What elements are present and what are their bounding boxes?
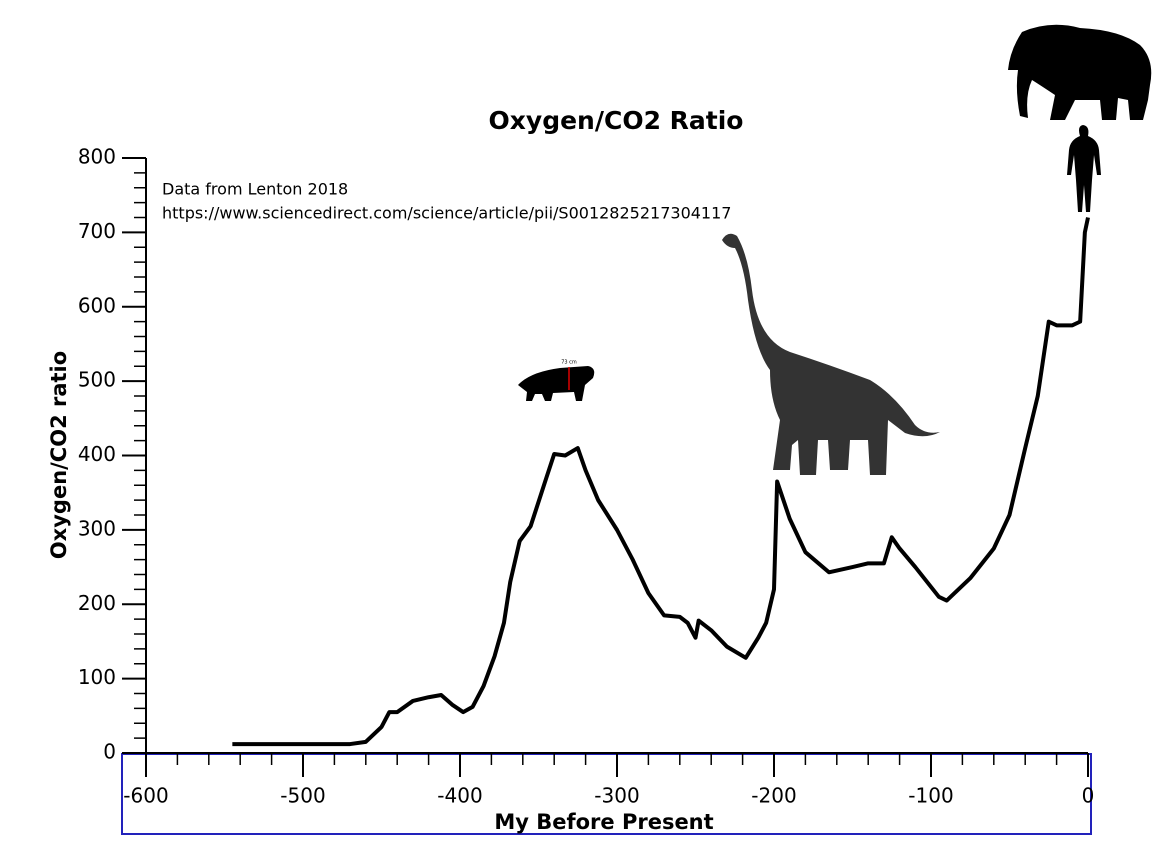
human-silhouette [1067,125,1101,212]
y-tick-label: 300 [78,516,116,540]
y-axis-label: Oxygen/CO2 ratio [47,351,71,559]
y-tick-label: 700 [78,219,116,243]
y-tick-label: 800 [78,145,116,169]
x-tick-label: -600 [123,784,168,808]
x-tick-label: 0 [1082,784,1095,808]
x-tick-label: -200 [751,784,796,808]
annotation: 73 cm [561,360,577,366]
y-tick-label: 600 [78,293,116,317]
annotation: Data from Lenton 2018 [162,180,348,199]
y-tick-label: 0 [103,740,116,764]
x-tick-label: -100 [908,784,953,808]
x-tick-label: -400 [437,784,482,808]
sauropod-silhouette [722,233,940,475]
y-tick-label: 400 [78,442,116,466]
chart-title: Oxygen/CO2 Ratio [489,106,744,135]
y-tick-label: 500 [78,368,116,392]
data-line [232,217,1090,747]
elephant-silhouette [1008,24,1152,120]
x-tick-label: -500 [280,784,325,808]
x-axis-label: My Before Present [494,810,713,834]
annotation: https://www.sciencedirect.com/science/ar… [162,204,731,223]
y-tick-label: 100 [78,665,116,689]
pig-silhouette [518,366,595,401]
x-tick-label: -300 [594,784,639,808]
y-tick-label: 200 [78,591,116,615]
